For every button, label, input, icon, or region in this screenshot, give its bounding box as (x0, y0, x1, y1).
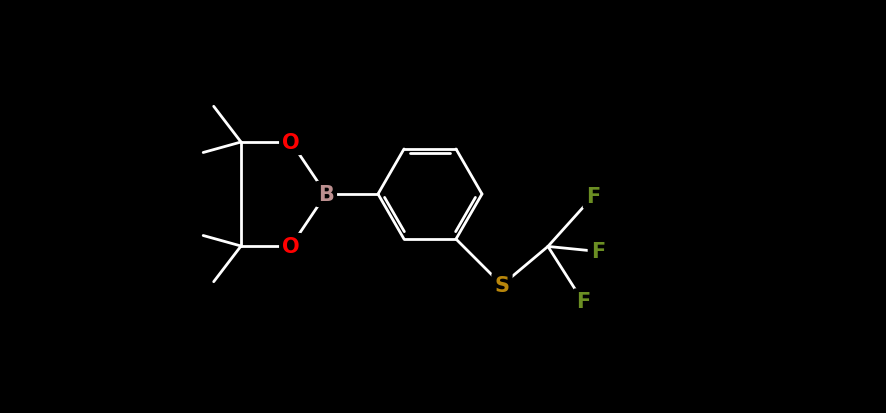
Text: F: F (590, 242, 604, 262)
Text: B: B (318, 185, 333, 204)
Text: O: O (282, 236, 299, 256)
Text: S: S (494, 275, 509, 295)
Text: F: F (575, 292, 589, 312)
Text: O: O (282, 133, 299, 153)
Text: F: F (585, 187, 599, 207)
